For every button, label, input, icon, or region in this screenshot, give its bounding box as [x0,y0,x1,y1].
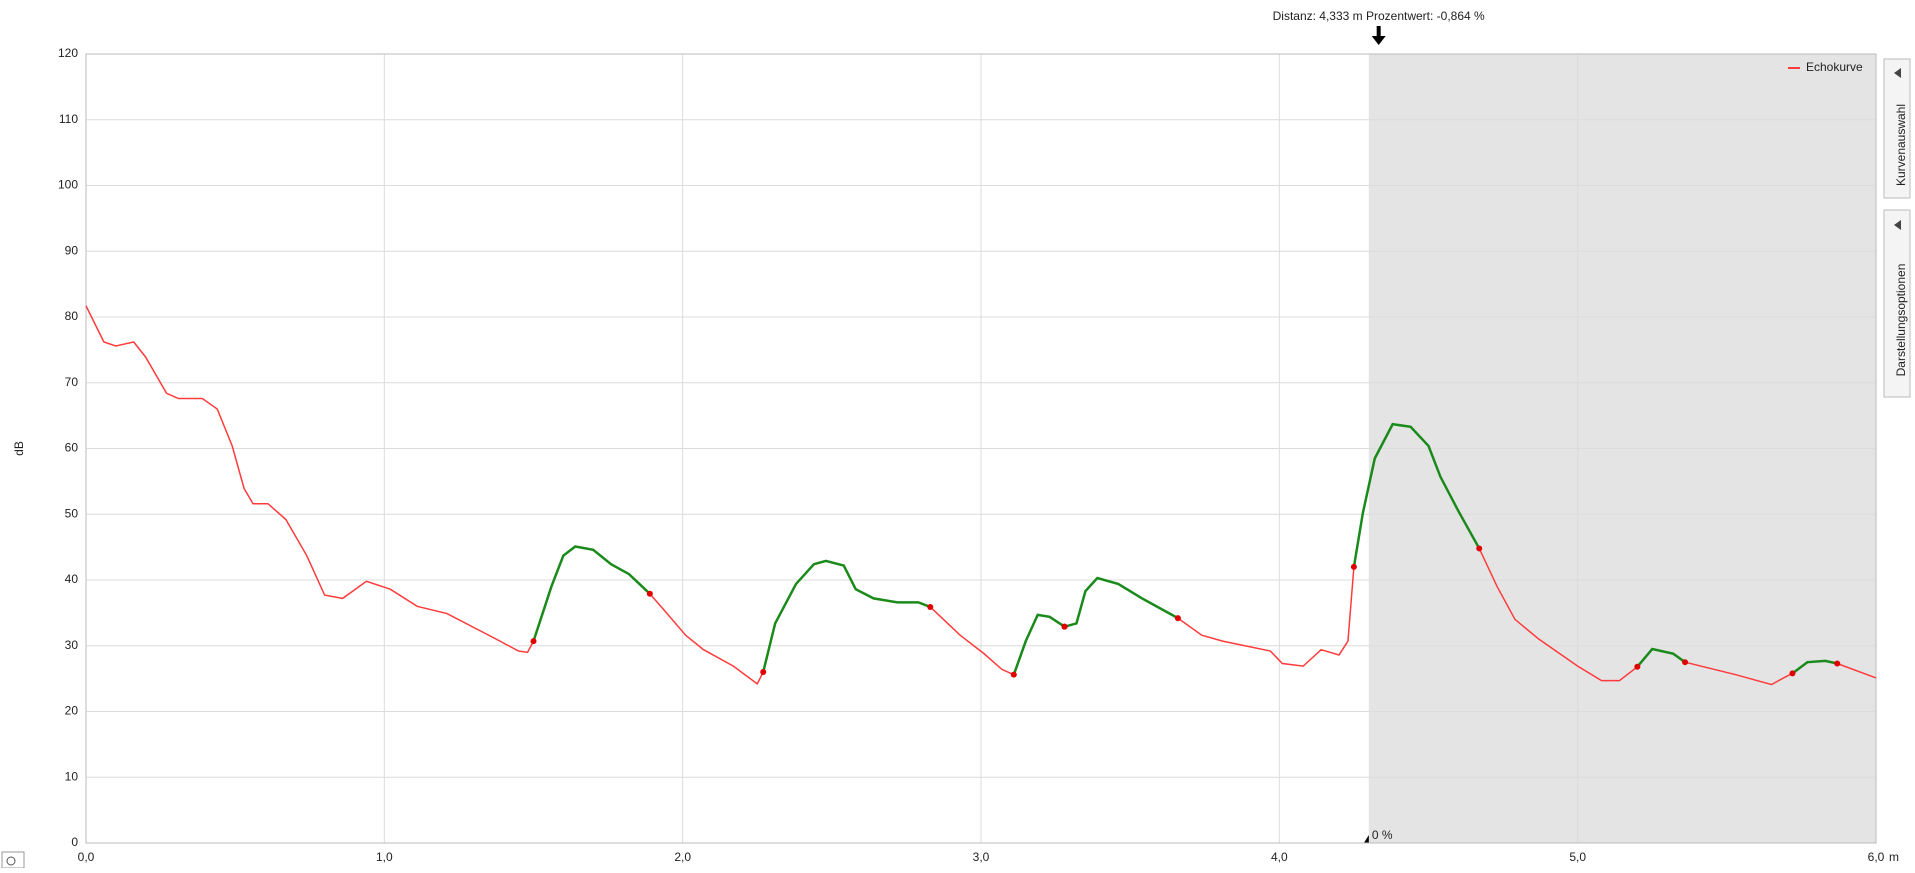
echo-peak [1012,613,1066,676]
x-tick-label: 0,0 [78,850,95,864]
y-tick-label: 30 [65,638,79,652]
y-tick-label: 90 [65,243,79,257]
y-tick-label: 100 [58,178,78,192]
tab[interactable] [1883,209,1911,398]
peak-marker [1061,623,1068,630]
peak-marker [927,603,934,610]
y-axis-label: dB [12,441,26,456]
x-tick-label: 1,0 [376,850,393,864]
peak-marker [1682,659,1689,666]
peak-marker [646,590,653,597]
x-tick-label: 6,0 [1868,850,1885,864]
y-tick-label: 70 [65,375,79,389]
legend-label: Echokurve [1806,60,1863,74]
echo-peak [1636,647,1686,668]
peak-marker [1350,563,1357,570]
tab-label: Darstellungsoptionen [1894,264,1908,377]
echo-peak [762,559,931,673]
peak-marker [1476,545,1483,552]
peak-marker [1010,671,1017,678]
x-tick-label: 4,0 [1271,850,1288,864]
x-tick-label: 5,0 [1569,850,1586,864]
echo-peak [532,545,651,642]
x-tick-label: 2,0 [674,850,691,864]
annotation: Distanz: 4,333 m Prozentwert: -0,864 % [1273,9,1485,23]
echo-curve [85,305,1877,686]
shaded-label: 0 % [1372,828,1393,842]
peak-marker [1789,670,1796,677]
peak-marker [1174,615,1181,622]
echo-peak [1352,422,1481,568]
y-tick-label: 40 [65,572,79,586]
x-unit: m [1889,850,1899,864]
peak-marker [760,669,767,676]
echo-peak [1064,576,1179,628]
y-tick-label: 80 [65,309,79,323]
y-tick-label: 10 [65,769,79,783]
peak-marker [1634,663,1641,670]
y-tick-label: 20 [65,704,79,718]
zoom-button[interactable] [1,851,25,869]
tab-arrow [1894,68,1901,78]
cursor-arrow [1371,26,1386,45]
plot-frame [85,53,1877,844]
y-tick-label: 50 [65,506,79,520]
y-tick-label: 120 [58,46,78,60]
echo-peak [1791,659,1838,675]
shaded-marker [1363,835,1369,843]
peak-marker [530,638,537,645]
tab-label: Kurvenauswahl [1894,104,1908,186]
y-tick-label: 0 [71,835,78,849]
x-tick-label: 3,0 [973,850,990,864]
zoom-icon [6,856,16,866]
side-panel: Kurvenauswahl Darstellungsoptionen [1883,58,1911,398]
tab[interactable] [1883,58,1911,199]
peak-marker [1834,660,1841,667]
tab-arrow [1894,220,1901,230]
y-tick-label: 60 [65,441,79,455]
y-tick-label: 110 [59,112,78,126]
